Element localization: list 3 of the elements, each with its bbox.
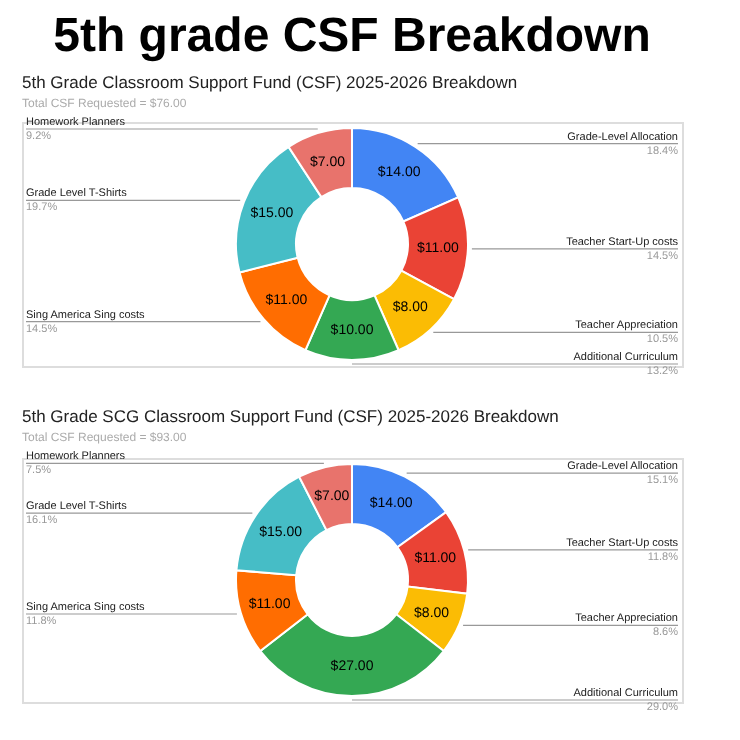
chart-title: 5th Grade Classroom Support Fund (CSF) 2025-2026 Breakdown <box>22 71 518 92</box>
text: 5th grade CSF Breakdown <box>53 8 651 63</box>
chart-title: 5th Grade SCG Classroom Support Fund (CSF) 2025-2026 Breakdown <box>22 406 560 427</box>
